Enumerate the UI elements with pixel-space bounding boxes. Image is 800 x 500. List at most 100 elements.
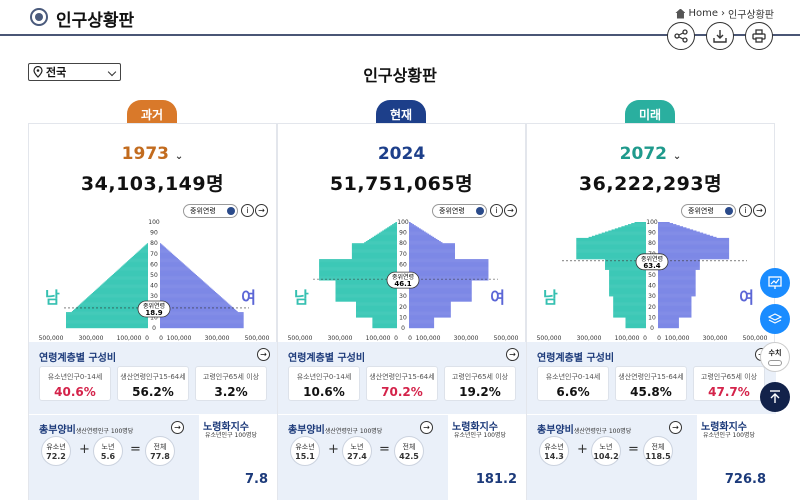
year-select[interactable]: 2072 ⌄ xyxy=(527,144,774,164)
male-bar xyxy=(576,247,646,249)
male-bar xyxy=(393,223,397,225)
female-bar xyxy=(658,319,679,321)
male-bar xyxy=(613,308,646,311)
male-bar xyxy=(576,253,646,256)
male-bar xyxy=(96,288,148,291)
female-bar xyxy=(160,251,171,253)
female-bar xyxy=(409,308,451,311)
male-bar xyxy=(66,319,148,321)
print-button[interactable] xyxy=(745,22,773,50)
male-bar xyxy=(356,301,397,303)
arrow-right-icon[interactable]: → xyxy=(255,204,268,217)
dependency-title-text: 총부양비 xyxy=(537,425,574,436)
female-bar xyxy=(658,321,679,323)
x-tick: 100,000 xyxy=(615,335,640,341)
female-bar xyxy=(160,300,226,302)
female-bar xyxy=(658,261,700,263)
arrow-right-icon[interactable]: → xyxy=(506,348,519,361)
female-bar xyxy=(160,309,237,312)
arrow-right-icon[interactable]: → xyxy=(257,348,270,361)
male-label: 남 xyxy=(294,288,309,307)
arrow-right-icon[interactable]: → xyxy=(753,204,766,217)
value-toggle[interactable]: 수치 xyxy=(760,342,790,372)
male-bar xyxy=(613,297,646,299)
age-tick: 0 xyxy=(401,325,405,332)
download-button[interactable] xyxy=(706,22,734,50)
male-bar xyxy=(374,235,397,238)
female-bar xyxy=(160,293,218,295)
dep-old: 노년 27.4 xyxy=(342,436,372,466)
stat-old: 고령인구65세 이상 19.2% xyxy=(444,366,516,401)
info-icon[interactable]: i xyxy=(739,204,752,217)
female-bar xyxy=(409,300,472,302)
aging-value: 181.2 xyxy=(475,472,517,487)
male-bar xyxy=(319,264,397,266)
share-button[interactable] xyxy=(667,22,695,50)
info-icon[interactable]: i xyxy=(490,204,503,217)
female-bar xyxy=(409,296,472,298)
chart-view-button[interactable] xyxy=(760,268,790,298)
male-bar xyxy=(576,243,646,245)
male-bar xyxy=(576,237,646,240)
x-tick: 100,000 xyxy=(665,335,690,341)
male-bar xyxy=(335,285,397,287)
female-bar xyxy=(160,245,164,247)
male-bar xyxy=(98,286,148,288)
female-bar xyxy=(160,273,196,276)
aging-title: 노령화지수 xyxy=(452,422,498,433)
female-bar xyxy=(160,279,202,281)
arrow-right-icon[interactable]: → xyxy=(504,204,517,217)
female-bar xyxy=(658,242,730,244)
year-select[interactable]: 2024 xyxy=(278,144,525,164)
female-bar xyxy=(658,299,692,301)
male-bar xyxy=(576,246,646,248)
female-bar xyxy=(409,247,456,249)
male-bar xyxy=(613,311,646,313)
female-bar xyxy=(409,288,472,291)
female-bar xyxy=(409,298,472,300)
layers-button[interactable] xyxy=(760,304,790,334)
info-icon[interactable]: i xyxy=(241,204,254,217)
arrow-right-icon[interactable]: → xyxy=(669,421,682,434)
male-bar xyxy=(588,236,646,239)
female-bar xyxy=(658,235,714,238)
male-bar xyxy=(605,267,646,269)
population-pyramid: 1009080706050403020100중위연령46.1500,000300… xyxy=(288,219,518,341)
median-age-toggle[interactable]: 중위연령 xyxy=(183,204,238,218)
arrow-right-icon[interactable]: → xyxy=(171,421,184,434)
panel-2: 2072 ⌄ 36,222,293명 중위연령 i → 100908070605… xyxy=(526,123,776,500)
median-age-toggle[interactable]: 중위연령 xyxy=(681,204,736,218)
breadcrumb-current: 인구상황판 xyxy=(728,10,774,21)
female-bar xyxy=(658,291,696,294)
female-bar xyxy=(160,308,236,311)
male-bar xyxy=(613,305,646,307)
male-bar xyxy=(335,286,397,288)
female-bar xyxy=(658,303,692,305)
male-bar xyxy=(356,309,397,312)
male-bar xyxy=(364,242,397,244)
female-bar xyxy=(658,227,687,229)
male-bar xyxy=(609,279,646,281)
male-bar xyxy=(145,244,148,246)
arrow-right-icon[interactable]: → xyxy=(420,421,433,434)
scroll-top-button[interactable] xyxy=(760,382,790,412)
total-population: 34,103,149명 xyxy=(80,173,225,195)
home-icon[interactable] xyxy=(675,8,686,19)
male-bar xyxy=(388,226,397,228)
region-select[interactable]: 전국 xyxy=(28,63,121,81)
female-bar xyxy=(658,304,692,306)
age-structure-section: 연령계층별 구성비 → 유소년인구0-14세6.6%생산연령인구15-64세45… xyxy=(527,342,776,414)
female-bar xyxy=(658,326,679,329)
median-age-toggle[interactable]: 중위연령 xyxy=(432,204,487,218)
page-title: 인구상황판 xyxy=(363,66,437,85)
stat-value: 6.6% xyxy=(556,385,590,399)
switch-icon xyxy=(768,360,782,366)
male-bar xyxy=(576,248,646,250)
female-bar xyxy=(160,294,219,296)
breadcrumb-home[interactable]: Home xyxy=(688,8,718,19)
female-bar xyxy=(658,229,694,231)
male-bar xyxy=(613,316,646,318)
x-tick: 100,000 xyxy=(117,335,142,341)
year-select[interactable]: 1973 ⌄ xyxy=(29,144,276,164)
plus-icon: + xyxy=(79,442,90,457)
